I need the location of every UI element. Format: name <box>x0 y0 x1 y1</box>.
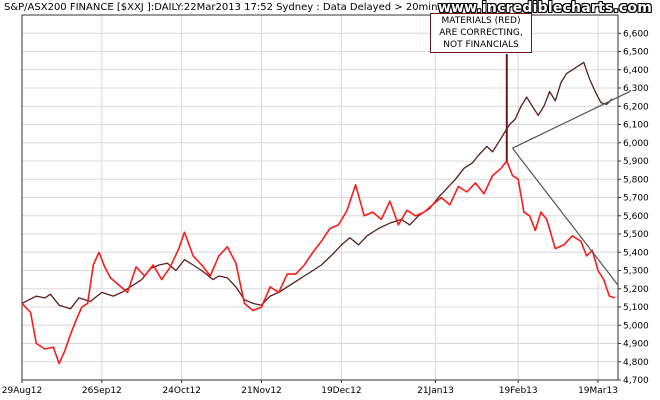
y-tick-label: 6,200 <box>623 102 649 112</box>
y-tick-label: 5,600 <box>623 212 649 222</box>
x-tick-label: 19Mar13 <box>578 386 618 396</box>
y-tick-label: 6,500 <box>623 48 649 58</box>
y-tick-label: 5,700 <box>623 194 649 204</box>
annotation-callout: MATERIALS (RED) ARE CORRECTING, NOT FINA… <box>430 13 532 53</box>
y-axis: 4,700 4,800 4,900 5,000 5,100 5,200 5,300 5,400… <box>618 29 649 386</box>
site-watermark: www.incrediblecharts.com <box>437 0 652 16</box>
gridlines <box>21 15 618 381</box>
y-tick-label: 5,000 <box>623 321 649 331</box>
annotation-line-3: NOT FINANCIALS <box>443 40 519 50</box>
chart-title: S&P/ASX200 FINANCE [$XXJ ]:DAILY:22Mar20… <box>4 2 443 13</box>
y-tick-label: 5,200 <box>623 285 649 295</box>
x-tick-label: 21Nov12 <box>241 386 281 396</box>
x-tick-label: 26Sep12 <box>82 386 122 396</box>
y-tick-label: 4,800 <box>623 358 649 368</box>
x-tick-label: 24Oct12 <box>162 386 200 396</box>
y-tick-label: 5,500 <box>623 230 649 240</box>
y-tick-label: 6,400 <box>623 66 649 76</box>
x-axis: 29Aug12 26Sep12 24Oct12 21Nov12 19Dec12 21Jan… <box>2 380 618 396</box>
y-tick-label: 5,300 <box>623 267 649 277</box>
x-tick-label: 29Aug12 <box>2 386 42 396</box>
trendline <box>512 91 630 149</box>
y-tick-label: 5,100 <box>623 303 649 313</box>
trendline-layer <box>512 91 630 286</box>
y-tick-label: 4,700 <box>623 376 649 386</box>
x-tick-label: 19Dec12 <box>321 386 361 396</box>
y-tick-label: 5,400 <box>623 248 649 258</box>
y-tick-label: 6,100 <box>623 121 649 131</box>
x-tick-label: 19Feb13 <box>499 386 538 396</box>
y-tick-label: 6,000 <box>623 139 649 149</box>
y-tick-label: 5,800 <box>623 175 649 185</box>
y-tick-label: 5,900 <box>623 157 649 167</box>
financials-series-line <box>21 61 613 310</box>
annotation-line-2: ARE CORRECTING, <box>439 28 523 38</box>
materials-series-line <box>21 160 616 365</box>
y-tick-label: 6,300 <box>623 84 649 94</box>
y-tick-label: 6,600 <box>623 29 649 39</box>
x-tick-label: 21Jan13 <box>417 386 454 396</box>
series-layer <box>21 61 616 365</box>
trendline <box>512 147 619 286</box>
annotation-line-1: MATERIALS (RED) <box>441 16 521 26</box>
y-tick-label: 4,900 <box>623 340 649 350</box>
